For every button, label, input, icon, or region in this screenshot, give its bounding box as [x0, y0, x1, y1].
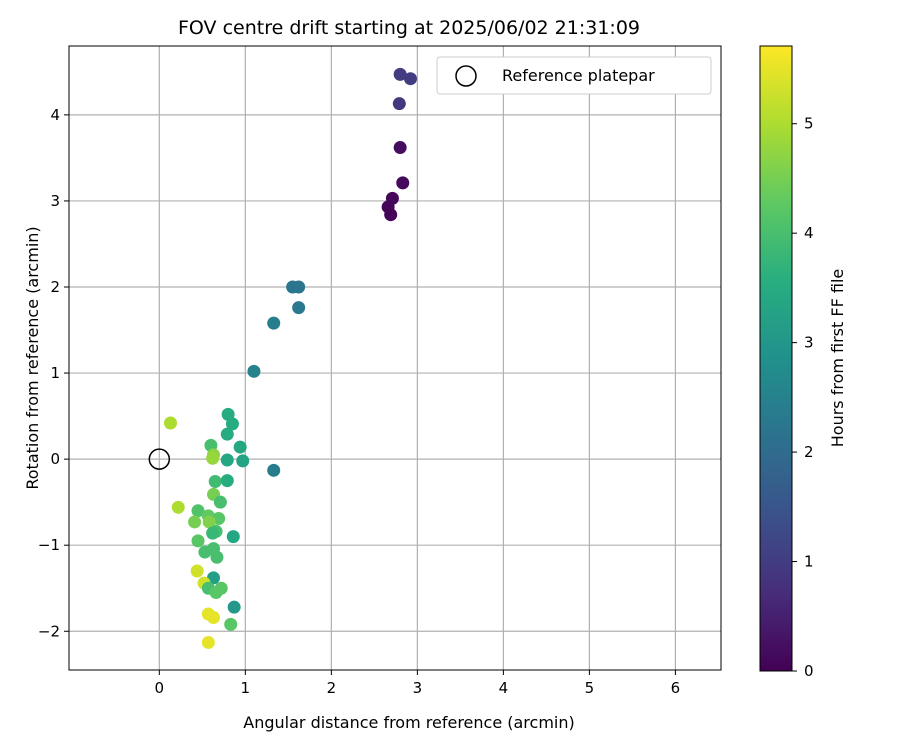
data-point — [220, 474, 234, 488]
data-point — [191, 534, 205, 548]
reference-platepar-marker — [148, 448, 171, 470]
y-tick-label: 0 — [50, 450, 60, 468]
data-point — [163, 416, 177, 430]
data-point — [202, 515, 216, 529]
y-tick-label: −2 — [38, 622, 60, 640]
x-tick-label: 5 — [585, 679, 595, 697]
data-point — [207, 610, 221, 624]
x-tick-label: 6 — [671, 679, 681, 697]
data-point — [292, 301, 306, 315]
legend-label: Reference platepar — [502, 66, 655, 85]
y-axis-label: Rotation from reference (arcmin) — [23, 226, 42, 489]
data-point — [208, 475, 222, 489]
data-point — [267, 463, 281, 477]
data-point — [226, 530, 240, 544]
colorbar-tick-label: 2 — [804, 443, 814, 461]
legend: Reference platepar — [436, 56, 712, 95]
x-tick-label: 2 — [327, 679, 337, 697]
data-point — [220, 453, 234, 467]
data-point — [210, 550, 224, 564]
data-point — [191, 504, 205, 518]
data-point — [227, 600, 241, 614]
data-point — [171, 500, 185, 514]
data-point — [393, 141, 407, 155]
x-tick-label: 4 — [499, 679, 509, 697]
colorbar-tick-label: 5 — [804, 115, 814, 133]
data-point — [384, 208, 398, 222]
data-point — [393, 67, 407, 81]
legend-reference-marker — [455, 65, 477, 87]
data-point — [225, 417, 239, 431]
colorbar-tick-label: 3 — [804, 334, 814, 352]
data-point — [267, 316, 281, 330]
data-point — [190, 564, 204, 578]
plot-frame — [68, 45, 722, 671]
data-point — [392, 97, 406, 111]
data-point — [201, 635, 215, 649]
data-point — [233, 440, 247, 454]
data-point — [224, 617, 238, 631]
colorbar-tick-label: 0 — [804, 662, 814, 680]
data-point — [213, 495, 227, 509]
data-point — [206, 451, 220, 465]
data-point — [292, 280, 306, 294]
data-point — [403, 72, 417, 86]
data-point — [396, 176, 410, 190]
data-point — [220, 427, 234, 441]
y-tick-label: 4 — [50, 106, 60, 124]
chart-title: FOV centre drift starting at 2025/06/02 … — [178, 17, 640, 39]
y-tick-label: 3 — [50, 192, 60, 210]
data-point — [236, 454, 250, 468]
y-tick-label: 1 — [50, 364, 60, 382]
colorbar-label: Hours from first FF file — [828, 269, 847, 448]
colorbar-tick-label: 4 — [804, 224, 814, 242]
x-tick-label: 3 — [413, 679, 423, 697]
data-point — [209, 586, 223, 600]
x-axis-label: Angular distance from reference (arcmin) — [243, 713, 574, 732]
x-tick-label: 1 — [241, 679, 251, 697]
data-point — [188, 515, 202, 529]
x-tick-label: 0 — [155, 679, 165, 697]
data-point — [206, 526, 220, 540]
y-tick-label: −1 — [38, 536, 60, 554]
data-point — [247, 364, 261, 378]
colorbar-tick-label: 1 — [804, 553, 814, 571]
y-tick-label: 2 — [50, 278, 60, 296]
colorbar — [759, 45, 793, 672]
